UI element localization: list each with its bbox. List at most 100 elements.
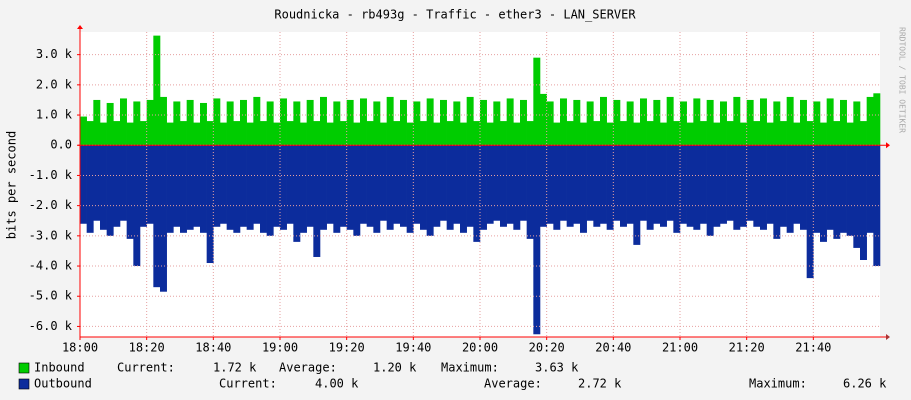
area-segment — [186, 99, 194, 146]
area-segment — [366, 121, 374, 146]
y-tick-label: -5.0 k — [29, 289, 73, 303]
area-segment — [766, 122, 774, 146]
area-segment — [240, 145, 247, 227]
legend-label: Outbound — [34, 377, 92, 391]
area-segment — [106, 102, 114, 146]
area-segment — [780, 121, 787, 146]
area-segment — [353, 122, 361, 146]
area-segment — [120, 145, 127, 221]
area-segment — [146, 145, 154, 224]
area-segment — [733, 96, 741, 146]
y-tick-label: 1.0 k — [36, 108, 73, 122]
area-segment — [186, 145, 194, 230]
area-segment — [740, 145, 747, 227]
area-segment — [466, 96, 474, 146]
area-segment — [266, 101, 274, 146]
area-segment — [133, 145, 141, 267]
area-segment — [326, 145, 334, 224]
area-segment — [440, 145, 447, 221]
area-segment — [426, 98, 434, 146]
area-segment — [320, 96, 327, 146]
area-segment — [220, 145, 227, 224]
area-segment — [813, 101, 821, 146]
area-segment — [446, 145, 454, 230]
area-segment — [193, 145, 201, 227]
area-segment — [140, 145, 147, 227]
area-segment — [580, 122, 587, 146]
x-tick-label: 18:40 — [195, 341, 231, 355]
area-segment — [200, 145, 207, 233]
area-segment — [166, 122, 174, 146]
legend-stat-value: 6.26 k — [843, 377, 887, 391]
area-segment — [860, 121, 867, 146]
legend-stat-label: Current: — [117, 361, 175, 375]
area-segment — [106, 145, 114, 236]
area-segment — [206, 121, 214, 146]
area-segment — [693, 145, 701, 230]
area-segment — [640, 98, 647, 146]
area-segment — [173, 145, 181, 227]
area-segment — [400, 99, 407, 146]
area-segment — [706, 145, 714, 236]
area-segment — [853, 101, 861, 146]
x-tick-label: 18:00 — [62, 341, 98, 355]
area-segment — [606, 122, 614, 146]
area-segment — [446, 121, 454, 146]
area-segment — [406, 122, 414, 146]
area-segment — [633, 122, 641, 146]
area-segment — [613, 99, 621, 146]
area-segment — [180, 145, 187, 233]
area-segment — [313, 145, 321, 257]
area-segment — [573, 145, 581, 224]
area-segment — [100, 145, 107, 230]
area-segment — [640, 145, 647, 221]
area-segment — [300, 122, 307, 146]
area-segment — [346, 145, 354, 230]
area-segment — [373, 145, 381, 233]
area-segment — [180, 121, 187, 146]
area-segment — [840, 145, 847, 233]
legend-stat-label: Average: — [484, 377, 542, 391]
area-segment — [293, 145, 301, 242]
area-segment — [426, 145, 434, 236]
area-segment — [626, 145, 634, 224]
legend-swatch — [18, 362, 30, 374]
area-segment — [80, 116, 87, 146]
area-segment — [280, 145, 287, 230]
area-segment — [386, 145, 394, 230]
area-segment — [586, 101, 594, 146]
area-segment — [760, 98, 767, 146]
area-segment — [433, 145, 441, 227]
area-segment — [533, 145, 541, 335]
area-segment — [480, 99, 487, 146]
area-segment — [526, 145, 534, 239]
area-segment — [313, 121, 321, 146]
area-segment — [300, 145, 307, 233]
area-segment — [680, 101, 687, 146]
y-tick-label: -1.0 k — [29, 168, 73, 182]
area-segment — [380, 122, 387, 146]
area-segment — [420, 121, 427, 146]
legend-stat-label: Current: — [219, 377, 277, 391]
area-segment — [626, 101, 634, 146]
area-segment — [360, 98, 367, 146]
area-segment — [553, 145, 561, 230]
area-segment — [513, 122, 521, 146]
area-segment — [633, 145, 641, 245]
area-segment — [533, 57, 541, 146]
area-segment — [226, 101, 234, 146]
area-segment — [346, 99, 354, 146]
area-segment — [486, 122, 494, 146]
area-segment — [806, 121, 814, 146]
area-segment — [646, 145, 654, 230]
area-segment — [653, 99, 661, 146]
area-segment — [800, 145, 807, 230]
area-segment — [520, 99, 527, 146]
legend-stat-value: 1.72 k — [213, 361, 257, 375]
area-segment — [80, 145, 87, 224]
area-segment — [860, 145, 867, 260]
area-segment — [500, 145, 507, 227]
area-segment — [726, 121, 734, 146]
area-segment — [413, 101, 421, 146]
area-segment — [873, 145, 881, 267]
